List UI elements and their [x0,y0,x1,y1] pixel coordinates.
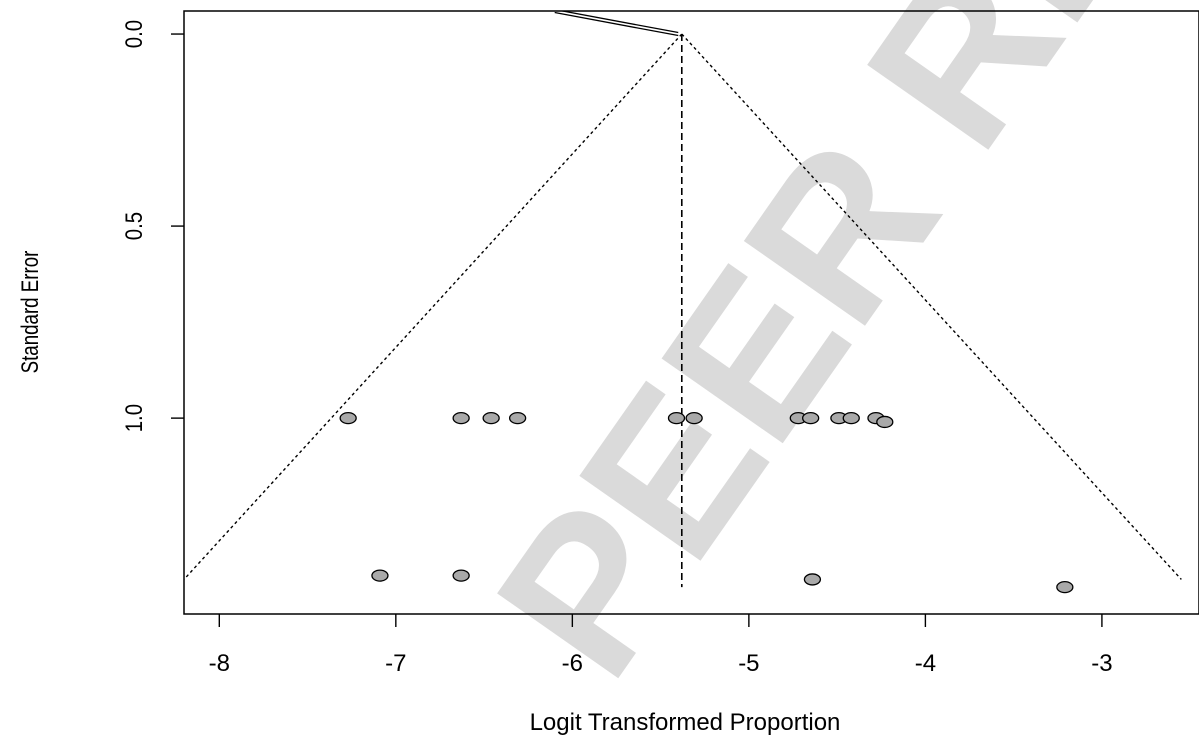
x-axis: -8 -7 -6 -5 -4 -3 [209,614,1113,677]
data-point-8 [802,411,820,425]
watermark-text: PEER REVIEW [450,0,1199,716]
x-tick-label-5: -4 [915,650,936,677]
y-tick-label-3: 1.0 [120,404,147,432]
regression-line-2 [554,11,679,37]
data-point-4 [508,411,527,425]
y-tick-label-2: 0.5 [120,212,147,240]
data-point-14 [452,569,470,582]
regression-line-1 [559,11,679,34]
data-point-12 [876,415,894,429]
data-point-6 [685,411,703,425]
plot-frame [183,10,1199,615]
data-point-1 [339,411,357,425]
data-points-layer [339,411,1074,594]
x-tick-label-3: -6 [562,650,583,677]
x-tick-label-6: -3 [1091,650,1112,677]
x-tick-label-1: -8 [209,650,230,677]
plot-lines-layer [184,11,1182,588]
y-tick-label-1: 0.0 [120,20,147,48]
x-tick-label-2: -7 [385,650,406,677]
x-axis-title: Logit Transformed Proportion [530,709,841,736]
data-point-15 [803,573,822,586]
data-point-5 [667,411,686,425]
data-point-2 [452,411,470,425]
data-point-16 [1056,580,1074,594]
x-tick-label-4: -5 [738,650,759,677]
y-axis-title: Standard Error [17,251,44,374]
data-point-13 [371,569,389,582]
data-point-3 [482,411,500,425]
y-axis: 0.0 0.5 1.0 [120,20,184,432]
data-point-10 [842,411,860,425]
